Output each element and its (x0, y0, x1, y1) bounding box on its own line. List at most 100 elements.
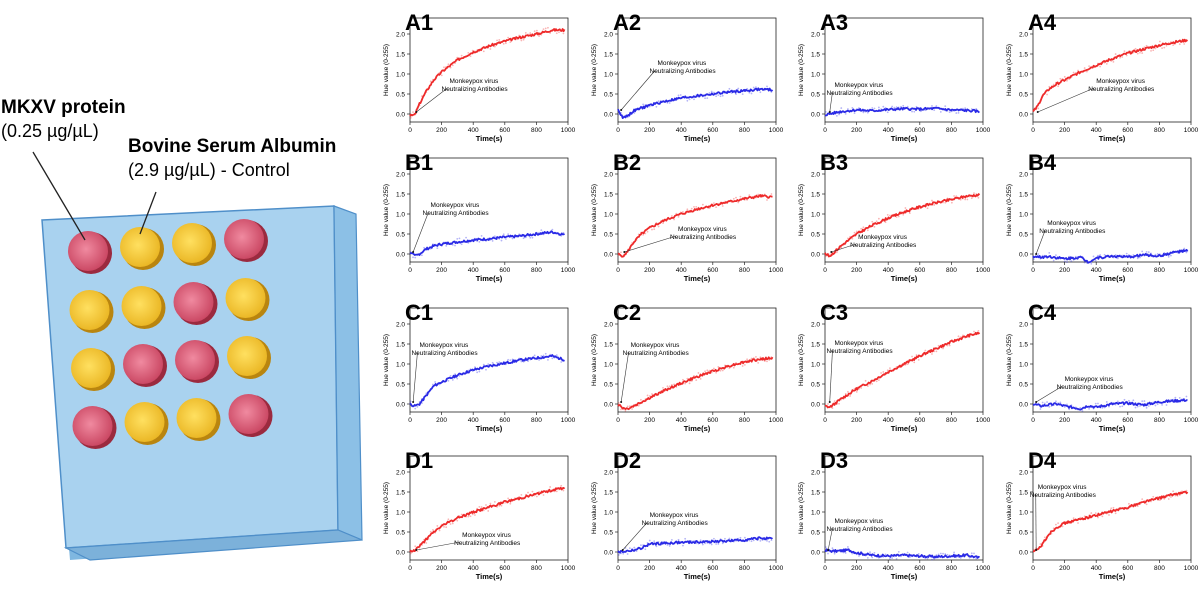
x-tick-label: 400 (1091, 565, 1102, 572)
x-tick-label: 1000 (976, 565, 991, 572)
x-tick-label: 0 (823, 127, 827, 134)
y-tick-label: 1.0 (604, 212, 613, 219)
x-tick-label: 200 (436, 267, 447, 274)
annotation-line2: Neutralizing Antibodies (423, 210, 490, 217)
y-tick-label: 0.5 (396, 92, 405, 99)
y-tick-label: 2.0 (1019, 322, 1028, 329)
annotation-line2: Neutralizing Antibodies (826, 526, 893, 533)
plot-frame (1032, 157, 1192, 263)
y-axis-label: Hue value (0-255) (798, 334, 805, 386)
y-tick-label: 1.0 (604, 510, 613, 517)
x-tick-label: 1000 (976, 127, 991, 134)
chart-panel-C1: 0.0 0.5 1.0 1.5 2.0 0 200 400 600 800 1000 Time(s) H… (383, 300, 576, 433)
panel-label: B1 (405, 150, 433, 175)
x-tick-label: 800 (739, 127, 750, 134)
x-axis-label: Time(s) (684, 134, 711, 143)
x-axis-label: Time(s) (684, 424, 711, 433)
y-tick-label: 0.0 (604, 112, 613, 119)
y-tick-label: 0.0 (396, 112, 405, 119)
data-line (617, 536, 773, 554)
annotation-arrowhead (412, 401, 415, 403)
panel-label: D2 (613, 448, 641, 473)
annotation-arrowhead (1035, 549, 1038, 551)
x-axis-label: Time(s) (891, 424, 918, 433)
annotation-arrow (416, 541, 461, 551)
x-tick-label: 400 (883, 417, 894, 424)
x-tick-label: 800 (946, 417, 957, 424)
plot-frame (409, 17, 569, 123)
y-tick-label: 1.5 (1019, 342, 1028, 349)
chart-panel-D2: 0.0 0.5 1.0 1.5 2.0 0 200 400 600 800 1000 Time(s) H… (591, 448, 784, 581)
y-axis-label: Hue value (0-255) (383, 334, 390, 386)
y-tick-label: 1.5 (1019, 192, 1028, 199)
well-protein (173, 282, 218, 325)
x-tick-label: 0 (823, 417, 827, 424)
y-tick-label: 0.5 (604, 232, 613, 239)
x-axis-label: Time(s) (1099, 572, 1126, 581)
chart-panel-D3: 0.0 0.5 1.0 1.5 2.0 0 200 400 600 800 1000 Time(s) H… (798, 448, 991, 581)
annotation-arrow (827, 527, 833, 551)
annotation-arrow (1037, 87, 1095, 113)
chart-panel-A2: 0.0 0.5 1.0 1.5 2.0 0 200 400 600 800 1000 Time(s) H… (591, 10, 784, 143)
annotation-arrowhead (415, 549, 418, 551)
x-tick-label: 400 (676, 417, 687, 424)
x-tick-label: 800 (739, 267, 750, 274)
annotation-arrowhead (827, 549, 830, 551)
x-tick-label: 400 (883, 565, 894, 572)
x-tick-label: 600 (1122, 267, 1133, 274)
y-tick-label: 2.0 (811, 470, 820, 477)
annotation-line1: Monkeypox virus (1065, 376, 1115, 383)
x-axis-label: Time(s) (1099, 134, 1126, 143)
data-scatter (409, 352, 565, 410)
x-tick-label: 0 (408, 565, 412, 572)
plot-frame (617, 17, 777, 123)
y-axis-label: Hue value (0-255) (1006, 44, 1013, 96)
x-tick-label: 200 (1059, 417, 1070, 424)
annotation-line2: Neutralizing Antibodies (650, 68, 717, 75)
x-tick-label: 0 (616, 267, 620, 274)
charts-grid: 0.0 0.5 1.0 1.5 2.0 0 200 400 600 800 1000 Time(s) H… (383, 10, 1199, 581)
annotation-line1: Monkeypox virus (834, 82, 884, 89)
y-tick-label: 2.0 (1019, 172, 1028, 179)
chart-panel-B2: 0.0 0.5 1.0 1.5 2.0 0 200 400 600 800 1000 Time(s) H… (591, 150, 784, 283)
annotation-arrow (416, 87, 448, 113)
x-tick-label: 800 (1154, 417, 1165, 424)
x-tick-label: 200 (1059, 127, 1070, 134)
annotation-line1: Monkeypox virus (431, 202, 481, 209)
x-tick-label: 0 (823, 565, 827, 572)
y-tick-label: 0.0 (811, 550, 820, 557)
annotation-arrowhead (623, 251, 626, 253)
y-tick-label: 0.5 (604, 92, 613, 99)
y-tick-label: 0.5 (811, 232, 820, 239)
y-tick-label: 2.0 (1019, 32, 1028, 39)
well-control (124, 402, 169, 445)
x-tick-label: 800 (531, 267, 542, 274)
annotation-arrow (829, 91, 833, 113)
y-tick-label: 1.5 (1019, 490, 1028, 497)
x-tick-label: 600 (914, 417, 925, 424)
chart-panel-A3: 0.0 0.5 1.0 1.5 2.0 0 200 400 600 800 1000 Time(s) H… (798, 10, 991, 143)
well-protein (123, 344, 167, 387)
chart-panel-B1: 0.0 0.5 1.0 1.5 2.0 0 200 400 600 800 1000 Time(s) H… (383, 150, 576, 283)
x-tick-label: 0 (408, 127, 412, 134)
x-axis-label: Time(s) (684, 572, 711, 581)
y-axis-label: Hue value (0-255) (591, 334, 598, 386)
x-tick-label: 400 (468, 267, 479, 274)
x-tick-label: 0 (823, 267, 827, 274)
x-axis-label: Time(s) (1099, 424, 1126, 433)
x-tick-label: 1000 (1184, 565, 1199, 572)
y-tick-label: 0.0 (811, 252, 820, 259)
y-tick-label: 1.5 (811, 490, 820, 497)
x-tick-label: 200 (851, 565, 862, 572)
x-tick-label: 0 (616, 127, 620, 134)
chart-panel-B3: 0.0 0.5 1.0 1.5 2.0 0 200 400 600 800 1000 Time(s) H… (798, 150, 991, 283)
plot-frame (824, 17, 984, 123)
x-tick-label: 600 (1122, 127, 1133, 134)
data-scatter (409, 26, 565, 119)
annotation-line1: Monkeypox virus (650, 512, 700, 519)
annotation-line2: Neutralizing Antibodies (826, 348, 893, 355)
y-tick-label: 0.0 (811, 402, 820, 409)
y-axis-label: Hue value (0-255) (591, 44, 598, 96)
x-tick-label: 800 (1154, 267, 1165, 274)
annotation-line2: Neutralizing Antibodies (623, 350, 690, 357)
